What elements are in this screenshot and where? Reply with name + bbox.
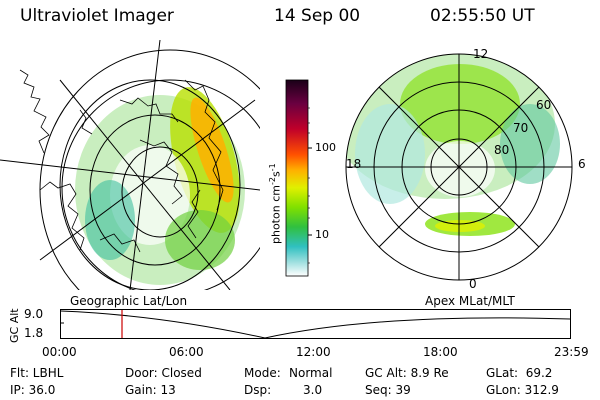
mlat-label-70: 70 <box>513 121 529 135</box>
mlt-label-6: 6 <box>578 157 586 171</box>
mlat-label-80: 80 <box>494 143 510 157</box>
seq-value: Seq: 39 <box>365 383 411 397</box>
timeline-ytick-1-8: 1.8 <box>24 326 44 340</box>
ip-value: IP: 36.0 <box>10 383 56 397</box>
gc-alt-value: GC Alt: 8.9 Re <box>365 366 449 380</box>
mlt-label-0: 0 <box>469 277 477 291</box>
timeline-xtick-1800: 18:00 <box>423 345 458 359</box>
glat-value: GLat: 69.2 <box>486 366 553 380</box>
colorbar-unit-label: photon cm-2s-1 <box>268 163 283 244</box>
glon-value: GLon: 312.9 <box>486 383 559 397</box>
mode-label: Mode: <box>244 366 281 380</box>
geographic-map <box>0 40 260 290</box>
dsp-value: 3.0 <box>303 383 323 397</box>
colorbar-tick-10: 10 <box>315 228 329 241</box>
mlat-label-60: 60 <box>536 98 552 112</box>
colorbar-tick-100: 100 <box>315 141 336 154</box>
timeline-xtick-0600: 06:00 <box>169 345 204 359</box>
magnetic-polar-map <box>345 53 573 281</box>
mode-value: Normal <box>289 366 333 380</box>
altitude-timeline <box>60 309 571 339</box>
instrument-title: Ultraviolet Imager <box>20 6 174 26</box>
geographic-caption: Geographic Lat/Lon <box>70 294 188 308</box>
color-scale <box>285 79 312 277</box>
magnetic-caption: Apex MLat/MLT <box>425 294 515 308</box>
timeline-xtick-2359: 23:59 <box>554 345 589 359</box>
gain-value: Gain: 13 <box>125 383 176 397</box>
dsp-label: Dsp: <box>244 383 272 397</box>
timeline-axis-label: GC Alt <box>8 308 21 343</box>
filter-value: Flt: LBHL <box>10 366 64 380</box>
door-status: Door: Closed <box>125 366 202 380</box>
timeline-xtick-0000: 00:00 <box>42 345 77 359</box>
date-label: 14 Sep 00 <box>274 6 361 26</box>
timeline-ytick-9: 9.0 <box>24 307 44 321</box>
mlt-label-12: 12 <box>473 47 489 61</box>
timeline-xtick-1200: 12:00 <box>296 345 331 359</box>
mlt-label-18: 18 <box>346 157 362 171</box>
time-label: 02:55:50 UT <box>430 6 535 26</box>
